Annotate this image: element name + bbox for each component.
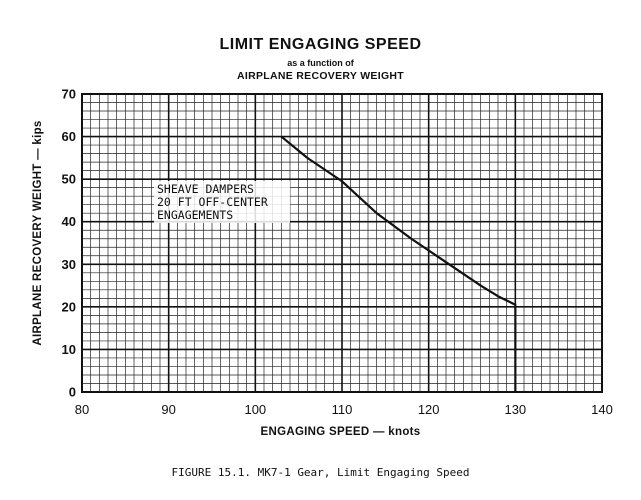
y-axis-label: AIRPLANE RECOVERY WEIGHT — kips xyxy=(32,120,44,346)
series-line xyxy=(280,135,517,392)
chart-title: LIMIT ENGAGING SPEED xyxy=(219,36,422,53)
figure-caption: FIGURE 15.1. MK7-1 Gear, Limit Engaging … xyxy=(171,466,470,479)
x-tick-label: 120 xyxy=(418,402,440,417)
chart-subtitle-2: AIRPLANE RECOVERY WEIGHT xyxy=(236,70,405,82)
y-tick-label: 10 xyxy=(62,342,76,357)
x-tick-label: 80 xyxy=(75,402,89,417)
y-tick-label: 40 xyxy=(62,214,76,229)
y-tick-label: 30 xyxy=(62,257,76,272)
chart-subtitle: as a function of xyxy=(287,58,354,68)
x-tick-label: 140 xyxy=(591,402,613,417)
plot-frame xyxy=(81,93,603,393)
y-tick-label: 50 xyxy=(62,172,76,187)
chart-annotation: SHEAVE DAMPERS 20 FT OFF-CENTER ENGAGEME… xyxy=(157,183,268,222)
annotation-line-3: ENGAGEMENTS xyxy=(157,208,234,222)
x-tick-label: 90 xyxy=(161,402,175,417)
x-tick-label: 100 xyxy=(244,402,266,417)
annotation-background xyxy=(154,181,290,223)
y-tick-label: 70 xyxy=(62,87,76,102)
x-tick-label: 110 xyxy=(332,402,353,417)
y-tick-label: 20 xyxy=(62,299,76,314)
y-tick-label: 0 xyxy=(69,385,76,400)
y-tick-label: 60 xyxy=(62,129,76,144)
annotation-line-1: SHEAVE DAMPERS xyxy=(157,182,254,196)
x-tick-label: 130 xyxy=(504,402,526,417)
annotation-line-2: 20 FT OFF-CENTER xyxy=(157,195,268,209)
x-axis-label: ENGAGING SPEED — knots xyxy=(260,426,421,438)
